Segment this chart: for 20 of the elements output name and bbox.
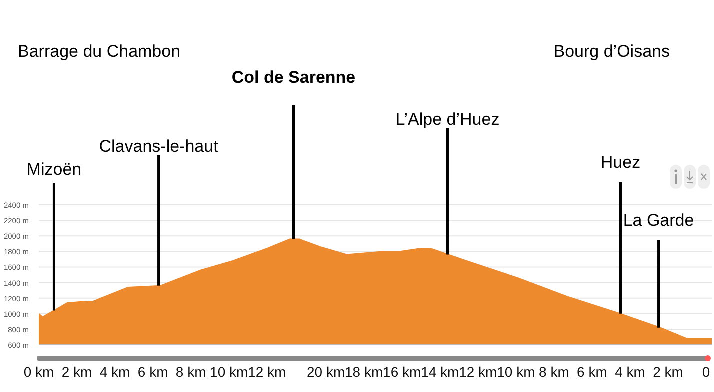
x-tick-label: 0 km [24, 364, 54, 380]
text: Barrage du Chambon [18, 42, 181, 61]
annotation: Mizoën [26, 160, 82, 179]
x2-tick-label: 0 [702, 364, 710, 380]
x-tick-label: 2 km [62, 364, 92, 380]
x-tick-label: 8 km [176, 364, 206, 380]
x2-tick-label: 14 km [421, 364, 460, 380]
x-tick-label: 6 km [138, 364, 168, 380]
annotation: Col de Sarenne [232, 68, 356, 87]
text: Bourg d’Oisans [554, 42, 670, 61]
annotation: La Garde [623, 211, 694, 230]
annotation: Clavans-le-haut [99, 137, 219, 156]
x2-tick-label: 18 km [345, 364, 384, 380]
x-tick-label: 4 km [100, 364, 130, 380]
annotation: L’Alpe d’Huez [396, 110, 500, 129]
x2-tick-label: 20 km [307, 364, 346, 380]
x-tick-label: 12 km [248, 364, 286, 380]
x-tick-label: 10 km [210, 364, 248, 380]
x2-tick-label: 16 km [383, 364, 422, 380]
annotation: Huez [600, 153, 641, 172]
